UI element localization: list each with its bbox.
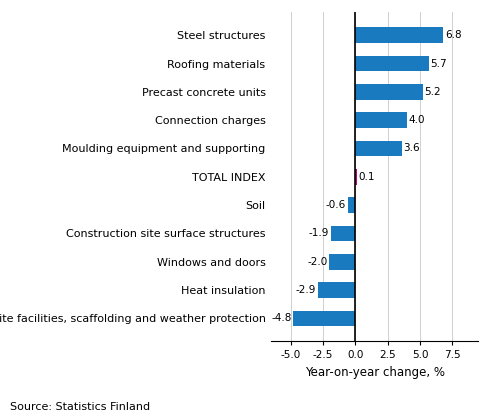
Bar — [329, 254, 355, 270]
Text: -2.0: -2.0 — [308, 257, 328, 267]
Bar — [317, 282, 355, 298]
Text: 0.1: 0.1 — [358, 172, 375, 182]
Text: 4.0: 4.0 — [409, 115, 425, 125]
Bar — [355, 27, 443, 43]
Bar — [293, 311, 355, 326]
X-axis label: Year-on-year change, %: Year-on-year change, % — [305, 366, 445, 379]
Text: 6.8: 6.8 — [445, 30, 461, 40]
Text: 5.2: 5.2 — [424, 87, 441, 97]
Text: 3.6: 3.6 — [403, 144, 420, 154]
Text: -0.6: -0.6 — [326, 200, 346, 210]
Bar — [355, 169, 356, 185]
Text: -1.9: -1.9 — [309, 228, 329, 238]
Text: Source: Statistics Finland: Source: Statistics Finland — [10, 402, 150, 412]
Text: -4.8: -4.8 — [271, 313, 291, 323]
Text: -2.9: -2.9 — [296, 285, 316, 295]
Bar — [355, 84, 423, 99]
Text: 5.7: 5.7 — [430, 59, 447, 69]
Bar — [355, 112, 407, 128]
Bar — [331, 225, 355, 241]
Bar — [348, 197, 355, 213]
Bar — [355, 141, 402, 156]
Bar — [355, 56, 429, 71]
